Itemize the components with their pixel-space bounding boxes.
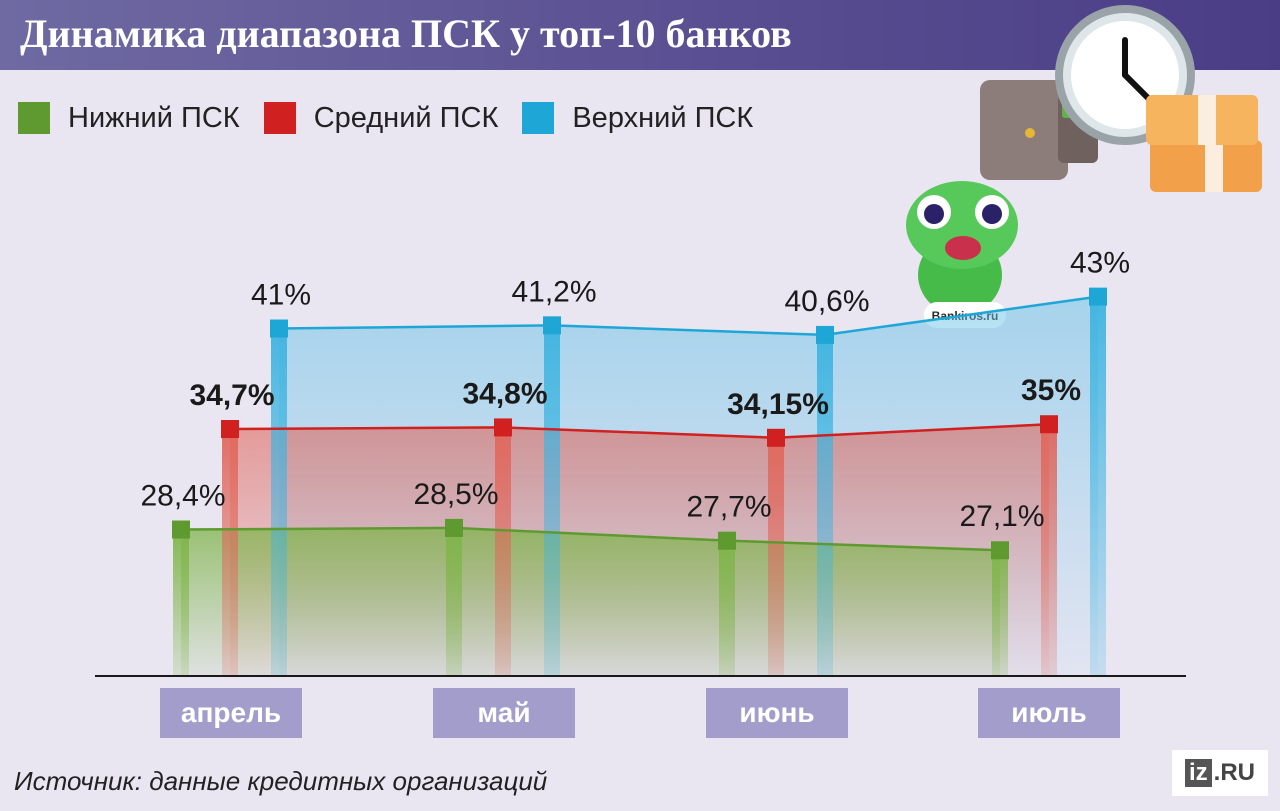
marker-middle-апрель — [221, 420, 239, 439]
area-lower — [181, 527, 1000, 676]
chart-title: Динамика диапазона ПСК у топ-10 банков — [20, 11, 792, 56]
data-label-middle-май: 34,8% — [462, 377, 547, 410]
x-tick-july: июль — [978, 688, 1120, 738]
data-label-upper-июль: 43% — [1070, 247, 1130, 280]
data-label-lower-май: 28,5% — [413, 478, 498, 511]
marker-upper-апрель — [270, 319, 288, 338]
marker-middle-май — [494, 418, 512, 437]
marker-upper-июнь — [816, 325, 834, 344]
legend-label-upper: Верхний ПСК — [572, 101, 754, 134]
legend: Нижний ПСК Средний ПСК Верхний ПСК — [18, 100, 777, 136]
legend-item-lower: Нижний ПСК — [18, 102, 240, 135]
data-label-upper-апрель: 41% — [251, 279, 311, 312]
pillar-middle-июнь — [768, 437, 784, 676]
series-line-middle — [229, 422, 1050, 440]
legend-label-lower: Нижний ПСК — [68, 101, 240, 134]
pillar-lower-июнь — [719, 540, 735, 676]
logo-ru: .RU — [1213, 759, 1255, 786]
data-label-middle-июль: 35% — [1021, 374, 1081, 407]
marker-upper-май — [543, 316, 561, 335]
iz-logo: iz .RU — [1172, 750, 1268, 796]
title-bar: Динамика диапазона ПСК у топ-10 банков — [0, 0, 1280, 70]
series-line-upper — [278, 295, 1099, 337]
pillar-upper-апрель — [271, 328, 287, 676]
marker-lower-июнь — [718, 531, 736, 550]
legend-swatch-lower — [18, 102, 50, 134]
pillar-upper-май — [544, 325, 560, 676]
data-label-middle-июнь: 34,15% — [727, 388, 829, 421]
data-label-upper-май: 41,2% — [511, 275, 596, 308]
logo-iz: iz — [1184, 759, 1212, 787]
data-label-middle-апрель: 34,7% — [189, 379, 274, 412]
decor-frog-mascot: Bankiros.ru — [906, 181, 1018, 328]
marker-upper-июль — [1089, 287, 1107, 306]
data-label-lower-апрель: 28,4% — [140, 480, 225, 513]
pillar-middle-май — [495, 427, 511, 676]
marker-middle-июль — [1040, 415, 1058, 434]
pillar-lower-июль — [992, 550, 1008, 676]
legend-swatch-middle — [263, 102, 296, 134]
source-note: Источник: данные кредитных организаций — [14, 766, 548, 796]
data-label-upper-июнь: 40,6% — [784, 285, 869, 318]
legend-item-upper: Верхний ПСК — [522, 102, 753, 135]
legend-label-middle: Средний ПСК — [313, 101, 499, 134]
marker-lower-май — [445, 518, 463, 537]
marker-middle-июнь — [767, 428, 785, 447]
data-label-lower-июнь: 27,7% — [686, 491, 771, 524]
pillar-upper-июль — [1090, 296, 1106, 676]
marker-lower-апрель — [172, 520, 190, 539]
legend-item-middle: Средний ПСК — [263, 101, 499, 135]
pillar-middle-июль — [1041, 424, 1057, 676]
x-tick-june: июнь — [706, 688, 848, 738]
decor-money-stack-icon — [1146, 95, 1262, 192]
x-tick-april: апрель — [160, 688, 302, 738]
pillar-lower-май — [446, 527, 462, 676]
data-label-lower-июль: 27,1% — [959, 500, 1044, 533]
legend-swatch-upper — [522, 102, 555, 134]
pillar-upper-июнь — [817, 334, 833, 676]
series-line-lower — [180, 526, 1001, 552]
pillar-middle-апрель — [222, 429, 238, 676]
pillar-lower-апрель — [173, 529, 189, 676]
x-tick-may: май — [433, 688, 575, 738]
marker-lower-июль — [991, 541, 1009, 560]
